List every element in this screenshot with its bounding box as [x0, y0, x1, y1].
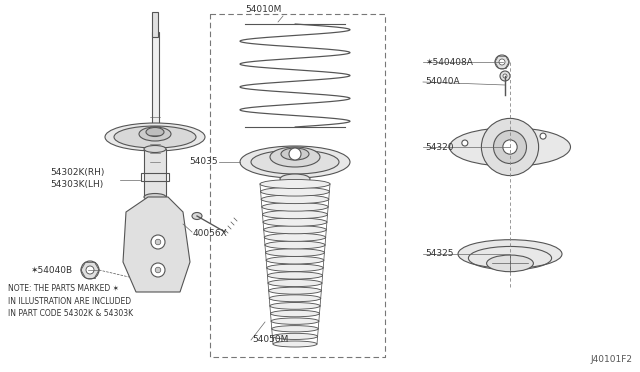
Ellipse shape [139, 127, 171, 141]
Text: 54050M: 54050M [252, 336, 289, 344]
Ellipse shape [280, 174, 310, 184]
Text: ✶540408A: ✶540408A [425, 58, 473, 67]
Ellipse shape [262, 210, 328, 219]
Circle shape [495, 55, 509, 69]
Ellipse shape [270, 147, 320, 167]
Ellipse shape [260, 187, 330, 196]
Circle shape [499, 59, 505, 65]
Circle shape [493, 131, 527, 164]
Text: 54010M: 54010M [245, 5, 282, 14]
Ellipse shape [449, 128, 570, 166]
Ellipse shape [269, 295, 321, 302]
Text: ✶54040B: ✶54040B [30, 266, 72, 275]
Ellipse shape [264, 233, 326, 241]
Circle shape [481, 118, 539, 176]
Ellipse shape [262, 203, 328, 211]
Circle shape [462, 140, 468, 146]
Circle shape [503, 74, 507, 78]
Ellipse shape [271, 310, 319, 317]
Bar [152, 12, 158, 37]
Circle shape [81, 261, 99, 279]
Circle shape [151, 235, 165, 249]
Ellipse shape [270, 302, 320, 309]
Circle shape [500, 71, 510, 81]
Ellipse shape [240, 146, 350, 178]
Text: 54040A: 54040A [425, 77, 460, 87]
Ellipse shape [192, 212, 202, 219]
Circle shape [155, 239, 161, 245]
Circle shape [151, 263, 165, 277]
Bar [144, 149, 166, 197]
Ellipse shape [281, 148, 309, 160]
Ellipse shape [144, 193, 166, 201]
Ellipse shape [144, 145, 166, 153]
Ellipse shape [264, 226, 326, 234]
Text: 54302K(RH): 54302K(RH) [50, 168, 104, 177]
Ellipse shape [273, 341, 317, 347]
Text: 54035: 54035 [189, 157, 218, 167]
Ellipse shape [261, 195, 329, 203]
Circle shape [289, 148, 301, 160]
Circle shape [503, 140, 517, 154]
Circle shape [540, 133, 546, 139]
Ellipse shape [260, 180, 330, 189]
Ellipse shape [105, 123, 205, 151]
Ellipse shape [273, 333, 317, 340]
Bar [152, 32, 159, 167]
Ellipse shape [114, 126, 196, 148]
Ellipse shape [269, 287, 321, 294]
Polygon shape [123, 197, 190, 292]
Text: 40056X: 40056X [193, 230, 228, 238]
Ellipse shape [263, 218, 327, 226]
Ellipse shape [268, 272, 323, 279]
Ellipse shape [458, 240, 562, 268]
Ellipse shape [265, 241, 325, 249]
Circle shape [155, 267, 161, 273]
Circle shape [86, 266, 94, 274]
Ellipse shape [486, 255, 533, 272]
Text: 54320: 54320 [425, 142, 454, 151]
Ellipse shape [266, 249, 324, 256]
Text: J40101F2: J40101F2 [590, 355, 632, 364]
Ellipse shape [268, 279, 322, 286]
Ellipse shape [146, 128, 164, 137]
Bar [141, 173, 169, 181]
Ellipse shape [266, 256, 324, 264]
Text: NOTE: THE PARTS MARKED ✶
IN ILLUSTRATION ARE INCLUDED
IN PART CODE 54302K & 5430: NOTE: THE PARTS MARKED ✶ IN ILLUSTRATION… [8, 284, 133, 318]
Ellipse shape [272, 326, 318, 332]
Ellipse shape [271, 318, 319, 324]
Ellipse shape [251, 150, 339, 174]
Text: 54325: 54325 [425, 250, 454, 259]
Ellipse shape [267, 264, 323, 272]
Circle shape [519, 159, 525, 165]
Text: 54303K(LH): 54303K(LH) [50, 180, 103, 189]
